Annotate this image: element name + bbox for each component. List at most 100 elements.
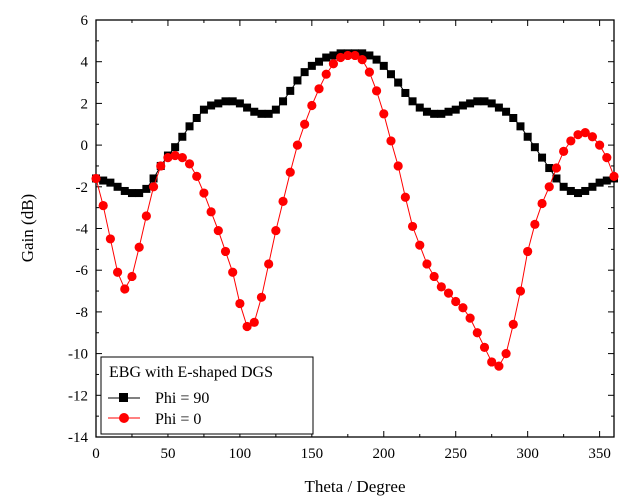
data-point-phi0 bbox=[379, 109, 389, 119]
x-tick-label: 300 bbox=[516, 446, 539, 462]
data-point-phi90 bbox=[466, 99, 475, 108]
data-point-phi0 bbox=[163, 153, 173, 163]
axis-ticks: 0 50 100 150 200 250 300 350 6 4 2 0 -2 -4 -6 -8 -10 -12 -… bbox=[68, 13, 614, 462]
data-point-phi90 bbox=[221, 97, 230, 106]
data-point-phi90 bbox=[502, 107, 511, 116]
x-tick-label: 250 bbox=[444, 446, 467, 462]
data-point-phi90 bbox=[566, 186, 575, 195]
data-point-phi0 bbox=[472, 328, 482, 338]
data-point-phi0 bbox=[192, 171, 202, 181]
y-tick-label: -6 bbox=[76, 263, 89, 279]
data-point-phi0 bbox=[141, 211, 151, 221]
data-point-phi0 bbox=[458, 303, 468, 313]
data-point-phi90 bbox=[214, 99, 223, 108]
data-point-phi0 bbox=[443, 288, 454, 298]
x-tick-label: 350 bbox=[588, 446, 611, 462]
data-point-phi90 bbox=[279, 97, 288, 106]
data-point-phi0 bbox=[602, 153, 612, 163]
data-point-phi90 bbox=[171, 143, 180, 152]
data-point-phi0 bbox=[400, 192, 410, 202]
data-point-phi90 bbox=[271, 105, 280, 114]
data-point-phi90 bbox=[401, 88, 410, 97]
data-point-phi90 bbox=[473, 97, 482, 106]
data-point-phi90 bbox=[113, 182, 122, 191]
data-point-phi0 bbox=[609, 171, 619, 181]
series-layer bbox=[91, 49, 619, 371]
data-point-phi90 bbox=[595, 178, 604, 187]
data-point-phi90 bbox=[235, 99, 244, 108]
x-tick-label: 50 bbox=[160, 446, 175, 462]
data-point-phi0 bbox=[515, 286, 526, 296]
legend-label-phi90: Phi = 90 bbox=[155, 390, 209, 407]
data-point-phi0 bbox=[350, 50, 360, 61]
data-point-phi0 bbox=[530, 219, 540, 229]
data-point-phi0 bbox=[307, 100, 317, 111]
data-point-phi0 bbox=[271, 225, 281, 236]
data-point-phi90 bbox=[99, 176, 108, 185]
data-point-phi90 bbox=[545, 164, 554, 173]
data-point-phi0 bbox=[422, 259, 432, 269]
data-point-phi0 bbox=[292, 140, 303, 150]
legend-marker-phi0 bbox=[119, 413, 129, 423]
series-line-phi90 bbox=[95, 52, 615, 194]
data-point-phi90 bbox=[178, 132, 187, 141]
data-point-phi90 bbox=[415, 103, 424, 112]
data-point-phi90 bbox=[588, 182, 597, 191]
data-point-phi90 bbox=[559, 182, 568, 191]
data-point-phi0 bbox=[249, 317, 259, 327]
data-point-phi90 bbox=[530, 143, 539, 152]
data-point-phi0 bbox=[501, 349, 511, 359]
data-point-phi90 bbox=[135, 189, 144, 198]
legend: EBG with E-shaped DGS Phi = 90 Phi = 0 bbox=[100, 356, 314, 435]
data-point-phi90 bbox=[207, 101, 216, 110]
data-point-phi0 bbox=[98, 200, 108, 211]
data-point-phi0 bbox=[451, 296, 461, 307]
data-point-phi0 bbox=[436, 282, 446, 292]
y-tick-label: -12 bbox=[68, 388, 88, 404]
data-point-phi90 bbox=[329, 51, 338, 60]
data-point-phi90 bbox=[574, 189, 583, 198]
y-tick-label: 0 bbox=[81, 138, 89, 154]
data-point-phi0 bbox=[264, 259, 274, 269]
data-point-phi90 bbox=[494, 103, 503, 112]
data-point-phi90 bbox=[293, 76, 302, 85]
data-point-phi90 bbox=[322, 53, 331, 62]
data-point-phi0 bbox=[184, 159, 195, 169]
y-tick-label: 4 bbox=[81, 55, 89, 71]
data-point-phi90 bbox=[365, 51, 374, 60]
y-tick-label: -2 bbox=[76, 180, 89, 196]
data-point-phi0 bbox=[566, 136, 576, 146]
x-tick-label: 150 bbox=[301, 446, 324, 462]
data-point-phi90 bbox=[192, 113, 201, 122]
x-tick-label: 0 bbox=[92, 446, 100, 462]
data-point-phi90 bbox=[458, 101, 467, 110]
x-tick-label: 200 bbox=[373, 446, 396, 462]
data-point-phi90 bbox=[250, 107, 259, 116]
data-point-phi0 bbox=[156, 161, 166, 171]
data-point-phi90 bbox=[480, 97, 489, 106]
data-point-phi0 bbox=[573, 130, 583, 140]
data-point-phi0 bbox=[199, 188, 209, 198]
data-point-phi90 bbox=[372, 55, 381, 64]
data-point-phi90 bbox=[127, 189, 136, 198]
data-point-phi0 bbox=[371, 86, 382, 96]
legend-title: EBG with E-shaped DGS bbox=[109, 364, 273, 381]
data-point-phi0 bbox=[537, 198, 547, 209]
data-point-phi90 bbox=[149, 174, 158, 183]
data-point-phi0 bbox=[336, 52, 346, 63]
data-point-phi0 bbox=[127, 271, 137, 282]
legend-marker-phi90 bbox=[119, 393, 128, 402]
x-tick-label: 100 bbox=[229, 446, 252, 462]
data-point-phi90 bbox=[379, 61, 388, 70]
data-point-phi0 bbox=[213, 225, 223, 236]
data-point-phi0 bbox=[393, 161, 403, 171]
data-point-phi0 bbox=[465, 313, 475, 323]
data-point-phi0 bbox=[508, 319, 518, 330]
data-point-phi0 bbox=[544, 182, 554, 192]
data-point-phi90 bbox=[437, 109, 446, 118]
data-point-phi0 bbox=[235, 298, 245, 309]
data-point-phi90 bbox=[602, 176, 611, 185]
data-point-phi0 bbox=[415, 240, 425, 250]
data-point-phi0 bbox=[170, 150, 180, 161]
